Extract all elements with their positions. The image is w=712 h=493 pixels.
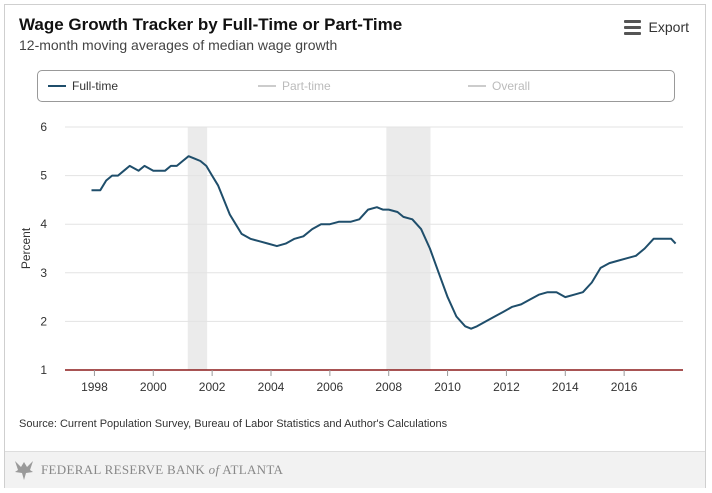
- legend-item-overall[interactable]: Overall: [468, 71, 530, 101]
- footer-brand: FEDERAL RESERVE BANK of ATLANTA: [41, 462, 283, 478]
- chart-title: Wage Growth Tracker by Full-Time or Part…: [19, 15, 403, 34]
- federal-reserve-eagle-icon: [15, 461, 33, 480]
- hamburger-menu-icon: [623, 19, 641, 35]
- chart-container: Wage Growth Tracker by Full-Time or Part…: [4, 4, 706, 488]
- footer: FEDERAL RESERVE BANK of ATLANTA: [5, 451, 705, 488]
- legend-swatch-part-time: [258, 85, 276, 87]
- legend-label-full-time: Full-time: [72, 79, 119, 93]
- export-label: Export: [648, 19, 689, 35]
- legend-swatch-full-time: [48, 85, 66, 87]
- x-tick-label: 2004: [258, 380, 285, 394]
- legend-label-overall: Overall: [492, 79, 531, 93]
- x-tick-label: 2010: [434, 380, 461, 394]
- legend-label-part-time: Part-time: [282, 79, 331, 93]
- footer-brand-of: of: [208, 462, 220, 477]
- x-tick-label: 2016: [611, 380, 638, 394]
- chart-subtitle: 12-month moving averages of median wage …: [19, 37, 338, 53]
- recession-band: [386, 127, 431, 370]
- legend-swatch-overall: [468, 85, 486, 87]
- footer-brand-main: FEDERAL RESERVE BANK: [41, 462, 206, 477]
- x-tick-label: 2008: [375, 380, 402, 394]
- source-note: Source: Current Population Survey, Burea…: [19, 418, 448, 430]
- y-tick-label: 3: [40, 266, 47, 280]
- x-tick-label: 2000: [140, 380, 167, 394]
- line-chart: 1 2 3 4 5 6 1998 2000 2002 2004 2006 2008 2010 2012 20…: [19, 120, 683, 394]
- recession-band: [187, 127, 208, 370]
- y-tick-label: 4: [40, 217, 47, 231]
- footer-logo: FEDERAL RESERVE BANK of ATLANTA: [13, 458, 283, 482]
- x-tick-label: 2006: [317, 380, 344, 394]
- footer-brand-city: ATLANTA: [222, 462, 284, 477]
- x-tick-label: 2012: [493, 380, 520, 394]
- legend-item-part-time[interactable]: Part-time: [258, 71, 331, 101]
- y-tick-label: 2: [40, 314, 47, 328]
- y-axis-label: Percent: [19, 227, 33, 269]
- legend-item-full-time[interactable]: Full-time: [48, 71, 118, 101]
- y-tick-label: 6: [40, 120, 47, 134]
- x-tick-label: 2014: [552, 380, 579, 394]
- export-button[interactable]: Export: [623, 19, 689, 35]
- x-tick-label: 1998: [81, 380, 108, 394]
- legend: Full-time Part-time Overall: [37, 70, 675, 102]
- x-tick-label: 2002: [199, 380, 226, 394]
- y-tick-label: 5: [40, 169, 47, 183]
- y-tick-label: 1: [40, 363, 47, 377]
- series-line-full-time: [91, 155, 677, 330]
